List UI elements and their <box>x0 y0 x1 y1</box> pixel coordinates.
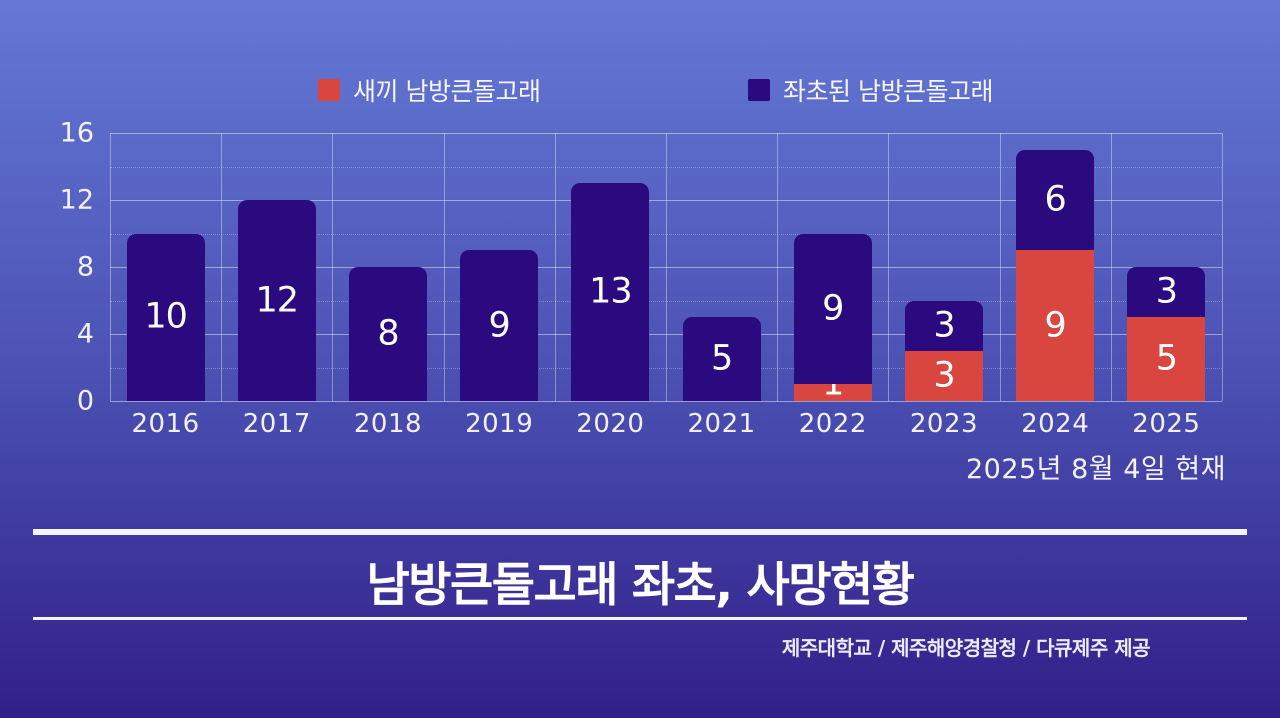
y-tick-8: 8 <box>76 251 94 283</box>
gridline-minor-14 <box>110 166 1222 168</box>
gridline-vertical-3 <box>443 133 445 401</box>
gridline-vertical-7 <box>888 133 890 401</box>
gridline-vertical-10 <box>1222 133 1223 401</box>
x-tick-2018: 2018 <box>353 409 423 439</box>
gridline-vertical-9 <box>1110 133 1112 401</box>
y-tick-0: 0 <box>76 385 94 417</box>
gridline-major-16 <box>110 133 1222 134</box>
x-tick-2022: 2022 <box>798 409 867 439</box>
gridline-major-4 <box>110 334 1222 335</box>
bar-2021-value-stranded: 5 <box>710 338 733 379</box>
y-tick-12: 12 <box>59 184 94 216</box>
bar-2022-segment-stranded: 9 <box>793 233 872 385</box>
gridline-vertical-1 <box>221 133 223 401</box>
bar-2025-value-stranded: 3 <box>1155 271 1178 312</box>
gridline-minor-6 <box>110 300 1222 302</box>
bar-2023-segment-stranded: 3 <box>905 300 983 351</box>
bar-2018-value-stranded: 8 <box>377 313 399 354</box>
y-tick-16: 16 <box>59 117 94 149</box>
x-tick-2024: 2024 <box>1021 409 1090 439</box>
bar-2019-segment-stranded: 9 <box>460 250 539 401</box>
x-tick-2025: 2025 <box>1132 409 1201 439</box>
x-tick-2017: 2017 <box>242 409 311 439</box>
bar-2022-segment-calf: 1 <box>793 366 872 401</box>
bar-2022-value-stranded: 9 <box>822 288 844 329</box>
bar-2016-segment-stranded: 10 <box>126 233 205 401</box>
bar-2018-segment-stranded: 8 <box>349 267 427 401</box>
credit-line: 제주대학교 / 제주해양경찰청 / 다큐제주 제공 <box>781 636 1151 660</box>
gridline-major-12 <box>110 200 1222 201</box>
bar-2023-value-stranded: 3 <box>933 305 955 346</box>
gridline-major-0 <box>110 401 1222 402</box>
legend-label-calf: 새끼 남방큰돌고래 <box>353 77 541 106</box>
bar-2025-segment-stranded: 3 <box>1127 267 1206 318</box>
bar-2024-segment-calf: 9 <box>1016 250 1095 401</box>
gridline-minor-2 <box>110 367 1222 369</box>
title-rule-top <box>33 529 1247 535</box>
bar-2017-segment-stranded: 12 <box>237 200 316 401</box>
gridline-vertical-2 <box>332 133 334 401</box>
title-rule-bottom <box>33 617 1247 620</box>
bar-2021-segment-stranded: 5 <box>682 317 761 401</box>
gridline-vertical-0 <box>110 133 111 401</box>
legend-item-stranded: 좌초된 남방큰돌고래 <box>748 72 993 108</box>
x-tick-2020: 2020 <box>576 409 645 439</box>
bar-2024-value-stranded: 6 <box>1044 179 1067 220</box>
legend-label-stranded: 좌초된 남방큰돌고래 <box>783 77 993 106</box>
gridline-major-8 <box>110 267 1222 268</box>
bar-2025-value-calf: 5 <box>1155 338 1178 379</box>
plot-area: 10 12 8 9 13 5 1 9 3 3 9 6 5 3 <box>110 133 1223 402</box>
gridline-minor-10 <box>110 233 1222 235</box>
bar-2024-value-calf: 9 <box>1044 305 1067 346</box>
gridline-vertical-5 <box>666 133 667 401</box>
legend-swatch-calf-icon <box>318 79 340 101</box>
as-of-date-note: 2025년 8월 4일 현재 <box>965 454 1226 485</box>
bar-2023-value-calf: 3 <box>933 355 955 396</box>
bar-2024-segment-stranded: 6 <box>1016 149 1095 251</box>
legend-item-calf: 새끼 남방큰돌고래 <box>318 72 541 108</box>
bar-2023-segment-calf: 3 <box>905 350 983 401</box>
x-tick-2016: 2016 <box>131 409 200 439</box>
gridline-vertical-8 <box>999 133 1001 401</box>
bar-2025-segment-calf: 5 <box>1127 317 1206 401</box>
legend-swatch-stranded-icon <box>748 79 770 101</box>
bar-2020-value-stranded: 13 <box>589 271 633 312</box>
gridline-vertical-6 <box>777 133 779 401</box>
x-tick-2019: 2019 <box>465 409 534 439</box>
x-tick-2023: 2023 <box>909 409 979 439</box>
bar-2017-value-stranded: 12 <box>255 280 300 320</box>
bar-2019-value-stranded: 9 <box>488 305 511 346</box>
gridline-vertical-4 <box>554 133 556 401</box>
bar-2020-segment-stranded: 13 <box>571 183 650 401</box>
page-title: 남방큰돌고래 좌초, 사망현황 <box>366 558 915 613</box>
bar-2016-value-stranded: 10 <box>144 296 188 337</box>
y-tick-4: 4 <box>76 318 94 350</box>
x-tick-2021: 2021 <box>687 409 756 439</box>
